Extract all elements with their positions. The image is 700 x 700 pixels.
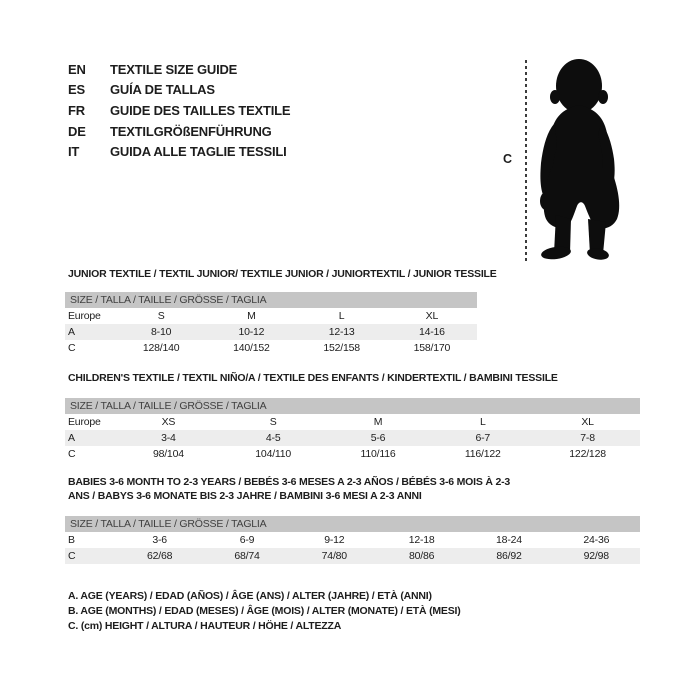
size-cell: XL: [581, 416, 594, 428]
value-cell: 128/140: [142, 342, 180, 354]
row-label: Europe: [68, 310, 101, 322]
section-title-babies: BABIES 3-6 MONTH TO 2-3 YEARS / BEBÉS 3-…: [68, 476, 511, 502]
table-row-months: B 3-6 6-9 9-12 12-18 18-24 24-36: [65, 532, 640, 548]
value-cell: 86/92: [496, 550, 522, 562]
language-code: IT: [68, 144, 80, 160]
value-cell: 8-10: [151, 326, 172, 338]
language-row-fr: FR GUIDE DES TAILLES TEXTILE: [68, 100, 291, 121]
language-row-de: DE TEXTILGRÖßENFÜHRUNG: [68, 121, 290, 142]
size-cell: L: [338, 310, 345, 322]
language-code: ES: [68, 82, 85, 98]
value-cell: 62/68: [147, 550, 173, 562]
language-code: DE: [68, 123, 86, 139]
size-cell: XL: [425, 310, 439, 322]
value-cell: 104/110: [255, 448, 292, 460]
row-label: Europe: [68, 416, 101, 428]
size-cell: M: [247, 310, 256, 322]
language-label: GUÍA DE TALLAS: [110, 82, 215, 98]
table-row-height: C 98/104 104/110 110/116 116/122 122/128: [65, 446, 640, 462]
language-code: EN: [68, 61, 86, 77]
value-cell: 116/122: [464, 448, 501, 460]
table-row-height: C 128/140 140/152 152/158 158/170: [65, 340, 477, 356]
language-row-it: IT GUIDA ALLE TAGLIE TESSILI: [68, 141, 290, 162]
value-cell: 122/128: [569, 448, 606, 460]
table-header: SIZE / TALLA / TAILLE / GRÖSSE / TAGLIA: [65, 516, 640, 532]
row-label: A: [68, 432, 75, 444]
row-label: C: [68, 342, 76, 354]
footnote-age-months: B. AGE (MONTHS) / EDAD (MESES) / ÂGE (MO…: [68, 605, 461, 617]
table-row-europe: Europe S M L XL: [65, 308, 477, 324]
footnote-age-years: A. AGE (YEARS) / EDAD (AÑOS) / ÂGE (ANS)…: [68, 590, 432, 602]
value-cell: 98/104: [152, 448, 184, 460]
language-list: EN TEXTILE SIZE GUIDE ES GUÍA DE TALLAS …: [68, 59, 291, 162]
table-row-europe: Europe XS S M L XL: [65, 414, 640, 430]
table-row-height: C 62/68 68/74 74/80 80/86 86/92 92/98: [65, 548, 640, 564]
language-label: TEXTILE SIZE GUIDE: [110, 61, 238, 77]
value-cell: 5-6: [370, 432, 386, 444]
value-cell: 3-6: [152, 534, 167, 546]
value-cell: 158/170: [413, 342, 451, 354]
size-cell: L: [479, 416, 486, 428]
value-cell: 74/80: [321, 550, 347, 562]
value-cell: 3-4: [161, 432, 176, 444]
row-label: C: [68, 550, 76, 562]
height-measure-dashed-line: [525, 60, 527, 262]
value-cell: 24-36: [583, 534, 610, 546]
language-label: TEXTILGRÖßENFÜHRUNG: [110, 123, 272, 139]
size-cell: S: [157, 310, 165, 322]
size-cell: XS: [161, 416, 176, 428]
babies-size-table: SIZE / TALLA / TAILLE / GRÖSSE / TAGLIA …: [65, 516, 640, 564]
row-label: A: [68, 326, 75, 338]
language-row-es: ES GUÍA DE TALLAS: [68, 80, 290, 101]
size-cell: S: [269, 416, 277, 428]
value-cell: 9-12: [324, 534, 345, 546]
value-cell: 18-24: [496, 534, 522, 546]
table-row-age: A 3-4 4-5 5-6 6-7 7-8: [65, 430, 640, 446]
value-cell: 7-8: [580, 432, 595, 444]
value-cell: 152/158: [323, 342, 360, 354]
junior-size-table: SIZE / TALLA / TAILLE / GRÖSSE / TAGLIA …: [65, 292, 477, 356]
section-title-junior: JUNIOR TEXTILE / TEXTIL JUNIOR/ TEXTILE …: [68, 268, 497, 280]
row-label: B: [68, 534, 75, 546]
footnote-height: C. (cm) HEIGHT / ALTURA / HAUTEUR / HÖHE…: [68, 620, 342, 632]
value-cell: 6-9: [239, 534, 255, 546]
language-row-en: EN TEXTILE SIZE GUIDE: [68, 59, 290, 80]
value-cell: 92/98: [583, 550, 609, 562]
value-cell: 10-12: [238, 326, 265, 338]
value-cell: 12-13: [328, 326, 355, 338]
section-title-children: CHILDREN'S TEXTILE / TEXTIL NIÑO/A / TEX…: [68, 372, 558, 384]
language-code: FR: [68, 102, 85, 118]
value-cell: 110/116: [360, 448, 396, 460]
value-cell: 4-5: [265, 432, 281, 444]
baby-silhouette-icon: [540, 59, 620, 260]
footnote-legend: A. AGE (YEARS) / EDAD (AÑOS) / ÂGE (ANS)…: [68, 589, 461, 634]
children-size-table: SIZE / TALLA / TAILLE / GRÖSSE / TAGLIA …: [65, 398, 640, 462]
size-cell: M: [373, 416, 383, 428]
value-cell: 68/74: [234, 550, 260, 562]
value-cell: 12-18: [408, 534, 435, 546]
table-header: SIZE / TALLA / TAILLE / GRÖSSE / TAGLIA: [65, 292, 477, 308]
value-cell: 14-16: [418, 326, 445, 338]
table-header: SIZE / TALLA / TAILLE / GRÖSSE / TAGLIA: [65, 398, 640, 414]
language-label: GUIDE DES TAILLES TEXTILE: [110, 102, 291, 118]
value-cell: 140/152: [233, 342, 270, 354]
language-label: GUIDA ALLE TAGLIE TESSILI: [110, 144, 287, 160]
table-row-age: A 8-10 10-12 12-13 14-16: [65, 324, 477, 340]
row-label: C: [68, 448, 76, 460]
value-cell: 80/86: [409, 550, 435, 562]
value-cell: 6-7: [475, 432, 491, 444]
height-measure-label: C: [503, 152, 513, 166]
